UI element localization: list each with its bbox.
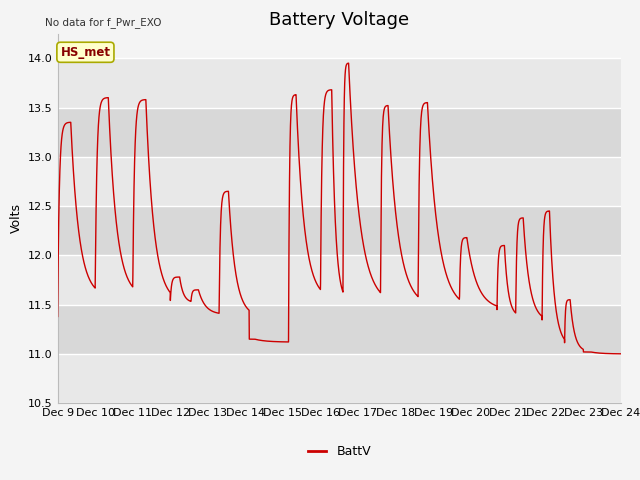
Y-axis label: Volts: Volts [10,204,22,233]
Bar [58,305,621,354]
Bar [58,108,621,157]
Bar [58,354,621,403]
Bar [58,157,621,206]
Bar [58,255,621,305]
Bar [58,58,621,108]
Legend: BattV: BattV [303,441,376,464]
Title: Battery Voltage: Battery Voltage [269,11,409,29]
Bar [58,206,621,255]
Text: No data for f_Pwr_EXO: No data for f_Pwr_EXO [45,17,161,28]
Text: HS_met: HS_met [60,46,111,59]
